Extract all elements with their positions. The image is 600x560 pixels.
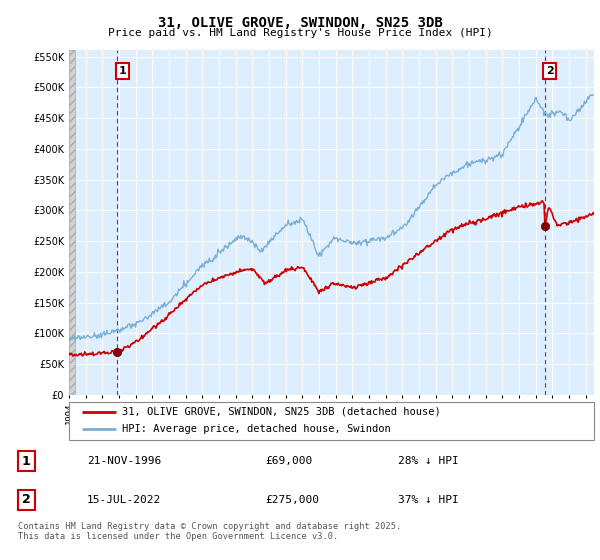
Bar: [69, 50, 75, 395]
Text: 21-NOV-1996: 21-NOV-1996: [87, 456, 161, 466]
Text: Price paid vs. HM Land Registry's House Price Index (HPI): Price paid vs. HM Land Registry's House …: [107, 28, 493, 38]
Text: £275,000: £275,000: [265, 495, 319, 505]
Bar: [69, 50, 75, 395]
Text: HPI: Average price, detached house, Swindon: HPI: Average price, detached house, Swin…: [121, 424, 390, 435]
Text: 1: 1: [118, 66, 126, 76]
Text: 15-JUL-2022: 15-JUL-2022: [87, 495, 161, 505]
FancyBboxPatch shape: [69, 402, 594, 440]
Text: 37% ↓ HPI: 37% ↓ HPI: [398, 495, 458, 505]
Text: 31, OLIVE GROVE, SWINDON, SN25 3DB (detached house): 31, OLIVE GROVE, SWINDON, SN25 3DB (deta…: [121, 407, 440, 417]
Text: 28% ↓ HPI: 28% ↓ HPI: [398, 456, 458, 466]
Text: 2: 2: [22, 493, 31, 506]
Text: 2: 2: [546, 66, 554, 76]
Text: 31, OLIVE GROVE, SWINDON, SN25 3DB: 31, OLIVE GROVE, SWINDON, SN25 3DB: [158, 16, 442, 30]
Text: Contains HM Land Registry data © Crown copyright and database right 2025.
This d: Contains HM Land Registry data © Crown c…: [18, 522, 401, 542]
Text: 1: 1: [22, 455, 31, 468]
Text: £69,000: £69,000: [265, 456, 313, 466]
